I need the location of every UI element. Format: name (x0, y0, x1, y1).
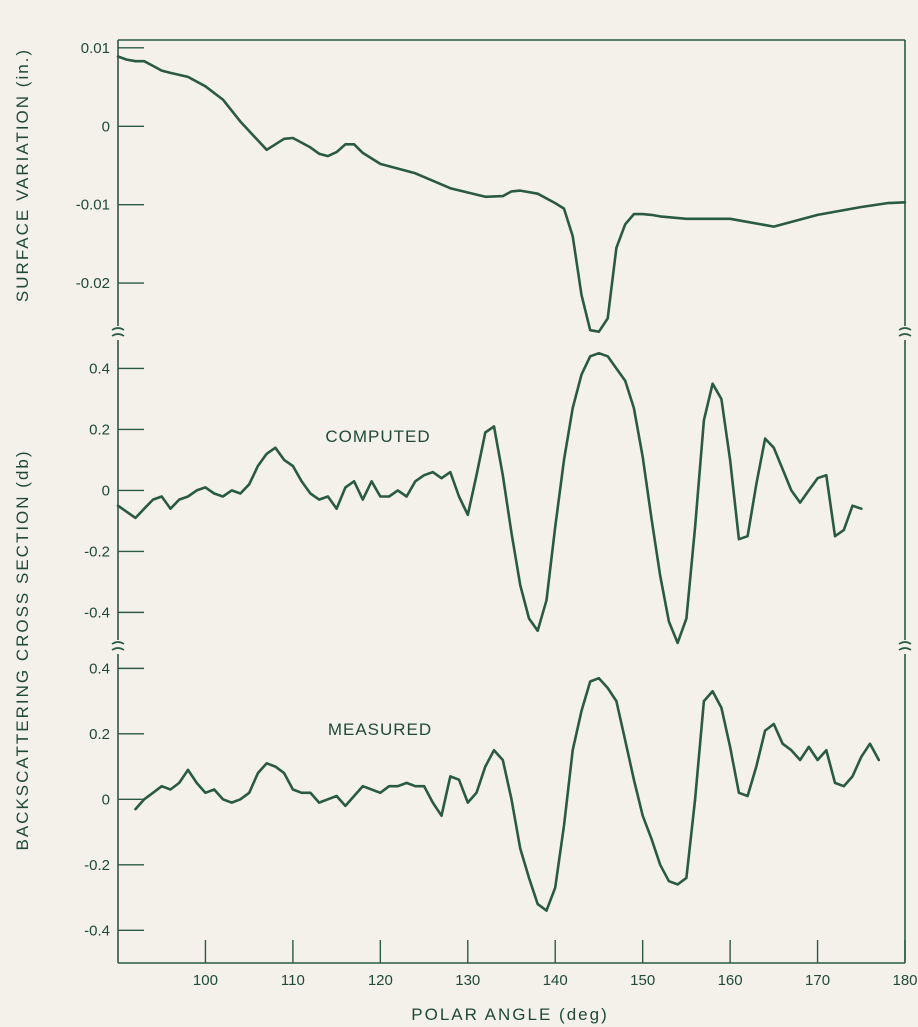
computed-ytick-label: 0.2 (89, 421, 110, 438)
x-tick-label: 100 (193, 972, 218, 989)
curves-layer (116, 55, 907, 912)
computed-ytick-label: -0.2 (84, 543, 110, 560)
surface-ytick-label: 0 (102, 118, 110, 135)
surface-ytick-label: -0.01 (76, 197, 110, 214)
measured-ytick-label: 0 (102, 791, 110, 808)
computed-ytick-label: 0.4 (89, 360, 110, 377)
measured-ytick-label: 0.2 (89, 726, 110, 743)
ticks-layer: 0.01 0 -0.01 -0.02 0.4 0.2 0 -0.2 -0.4 0.4 0.2 0 -0.… (76, 40, 918, 989)
measured-label: MEASURED (328, 720, 432, 739)
x-tick-label: 120 (368, 972, 393, 989)
x-tick-label: 180 (892, 972, 917, 989)
measured-series-line (134, 676, 881, 912)
surface-ytick-label: 0.01 (81, 40, 110, 57)
measured-ytick-label: -0.2 (84, 857, 110, 874)
computed-label: COMPUTED (325, 427, 430, 446)
computed-ytick-label: 0 (102, 482, 110, 499)
surface-ytick-label: -0.02 (76, 275, 110, 292)
x-tick-label: 110 (281, 972, 305, 989)
backscatter-ylabel: BACKSCATTERING CROSS SECTION (db) (13, 449, 32, 850)
computed-series-line (116, 351, 863, 645)
x-axis-label: POLAR ANGLE (deg) (411, 1005, 608, 1024)
x-tick-label: 170 (805, 972, 830, 989)
measured-ytick-label: 0.4 (89, 660, 110, 677)
surface-ylabel: SURFACE VARIATION (in.) (13, 48, 32, 302)
x-tick-label: 160 (718, 972, 743, 989)
measured-ytick-label: -0.4 (84, 922, 110, 939)
surface-series-line (116, 55, 907, 333)
axis-breaks (110, 326, 913, 654)
x-tick-label: 150 (630, 972, 655, 989)
computed-ytick-label: -0.4 (84, 604, 110, 621)
x-tick-label: 140 (543, 972, 568, 989)
x-tick-label: 130 (455, 972, 480, 989)
